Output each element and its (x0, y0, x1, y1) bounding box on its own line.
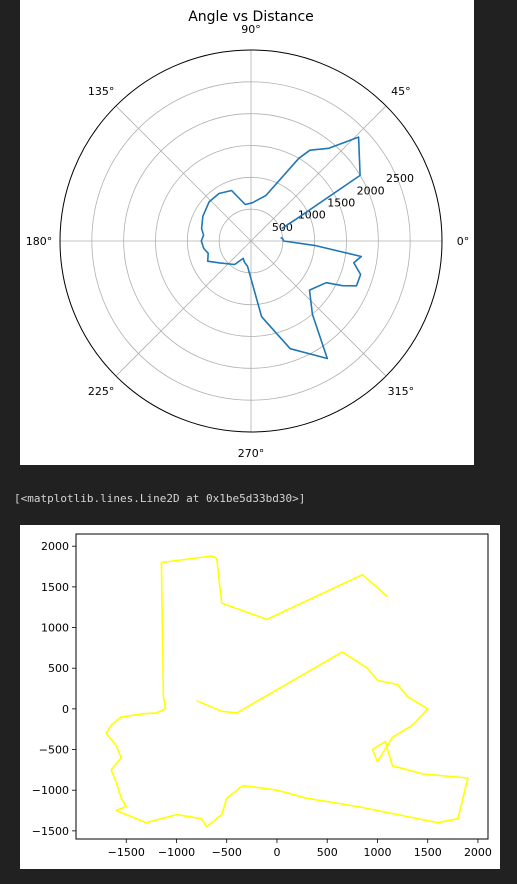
theta-tick-label: 225° (88, 385, 115, 398)
output-repr-text: [<matplotlib.lines.Line2D at 0x1be5d33bd… (14, 492, 306, 505)
polar-chart: Angle vs Distance 0° 45° 90° 135° 180° 225° 270… (26, 9, 470, 460)
polar-spine (59, 49, 443, 433)
xy-chart-output: −1500 −1000 −500 0 500 1000 1500 2000 −1500 −1000… (20, 525, 500, 869)
theta-grid-line (115, 240, 252, 377)
theta-tick-label: 45° (391, 85, 411, 98)
y-tick-label: 0 (62, 703, 69, 716)
y-tick-label: −500 (39, 744, 69, 757)
theta-grid-line (115, 105, 252, 242)
axes-frame (75, 533, 489, 840)
y-tick-label: −1000 (32, 784, 69, 797)
theta-tick-label: 180° (26, 235, 53, 248)
r-tick-label: 1500 (327, 196, 355, 209)
theta-grid-line (250, 105, 387, 242)
xy-series-line (105, 555, 469, 828)
chart-title: Angle vs Distance (188, 9, 314, 25)
polar-series-line (200, 136, 363, 360)
y-tick-label: 2000 (41, 540, 69, 553)
theta-tick-label: 135° (88, 85, 115, 98)
x-tick-label: 500 (317, 846, 338, 859)
x-tick-label: 1000 (363, 846, 391, 859)
x-tick-label: −500 (212, 846, 242, 859)
x-tick-label: 0 (273, 846, 280, 859)
y-tick-label: 1500 (41, 581, 69, 594)
y-tick-label: −1500 (32, 825, 69, 838)
theta-grid-line (250, 240, 387, 377)
y-tick-label: 1000 (41, 622, 69, 635)
r-tick-label: 2500 (386, 172, 414, 185)
r-tick-label: 1000 (298, 209, 326, 222)
x-tick-label: 2000 (464, 846, 492, 859)
theta-tick-label: 315° (388, 385, 415, 398)
theta-tick-label: 0° (457, 235, 470, 248)
theta-tick-label: 90° (241, 23, 261, 36)
x-tick-label: 1500 (414, 846, 442, 859)
x-tick-label: −1500 (108, 846, 145, 859)
polar-chart-output: Angle vs Distance 0° 45° 90° 135° 180° 225° 270… (20, 0, 474, 465)
y-tick-label: 500 (48, 662, 69, 675)
theta-tick-label: 270° (238, 447, 265, 460)
r-tick-label: 2000 (357, 184, 385, 197)
xy-chart: −1500 −1000 −500 0 500 1000 1500 2000 −1500 −1000… (32, 533, 492, 859)
x-tick-label: −1000 (158, 846, 195, 859)
